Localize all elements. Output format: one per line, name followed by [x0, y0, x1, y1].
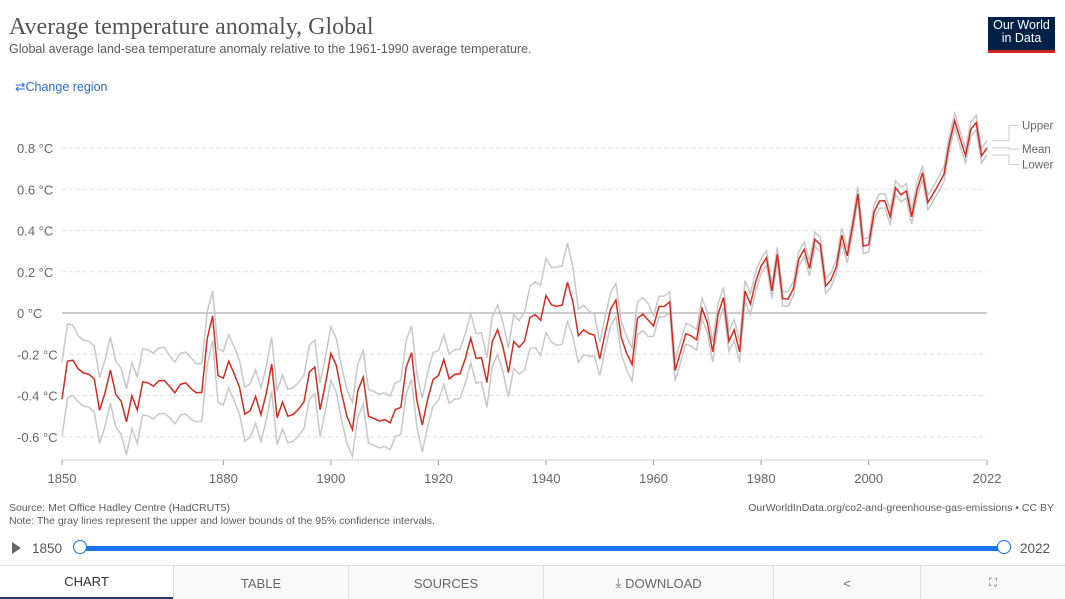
x-tick-label: 1900: [316, 471, 345, 486]
tab-label: SOURCES: [413, 575, 479, 591]
timeline-slider-track[interactable]: [80, 546, 1004, 551]
share-icon: <: [843, 575, 851, 591]
logo-accent-bar: [988, 50, 1055, 53]
series-upper-line: [61, 110, 988, 406]
download-icon: ⤓: [615, 575, 622, 590]
fullscreen-button[interactable]: ⛶: [920, 566, 1065, 599]
y-tick-label: -0.6 °C: [17, 430, 58, 445]
tab-chart[interactable]: CHART: [0, 566, 173, 599]
share-button[interactable]: <: [773, 566, 920, 599]
tab-bar: CHART TABLE SOURCES ⤓ DOWNLOAD < ⛶: [0, 565, 1065, 599]
series-mean-line: [61, 117, 988, 433]
tab-label: TABLE: [240, 575, 282, 591]
y-tick-label: 0 °C: [17, 306, 42, 321]
tab-table[interactable]: TABLE: [173, 566, 348, 599]
y-tick-label: 0.6 °C: [17, 182, 53, 197]
timeline-end-label: 2022: [1020, 541, 1051, 556]
legend-connector: [992, 154, 1019, 165]
tab-label: DOWNLOAD: [625, 575, 702, 591]
change-region-label: Change region: [25, 80, 108, 94]
chart-subtitle: Global average land-sea temperature anom…: [9, 42, 532, 56]
tab-download[interactable]: ⤓ DOWNLOAD: [543, 566, 773, 599]
source-text[interactable]: Source: Met Office Hadley Centre (HadCRU…: [9, 502, 230, 514]
y-tick-label: 0.4 °C: [17, 224, 53, 239]
x-tick-label: 1920: [424, 471, 453, 486]
change-region-button[interactable]: ⇄Change region: [15, 79, 108, 94]
x-tick-label: 2000: [854, 471, 883, 486]
swap-arrows-icon: ⇄: [15, 80, 26, 94]
tab-sources[interactable]: SOURCES: [348, 566, 543, 599]
chart-url-link[interactable]: OurWorldInData.org/co2-and-greenhouse-ga…: [748, 502, 1054, 514]
series-lower-line: [61, 124, 988, 460]
tab-label: CHART: [64, 574, 109, 589]
x-tick-label: 1960: [639, 471, 668, 486]
fullscreen-icon: ⛶: [989, 576, 997, 589]
y-tick-label: -0.4 °C: [17, 389, 58, 404]
legend-connector: [992, 124, 1019, 142]
timeline-start-handle[interactable]: [73, 540, 87, 554]
x-tick-label: 1940: [532, 471, 561, 486]
y-tick-label: 0.2 °C: [17, 265, 53, 280]
legend-label-upper: Upper: [1022, 120, 1053, 132]
note-text: Note: The gray lines represent the upper…: [9, 515, 435, 527]
y-tick-label: 0.8 °C: [17, 141, 53, 156]
legend-connector: [992, 147, 1019, 150]
line-chart: -0.6 °C -0.4 °C -0.2 °C 0 °C 0.2 °C 0.4 °C 0.6…: [17, 110, 1053, 486]
chart-title: Average temperature anomaly, Global: [9, 14, 374, 40]
play-icon[interactable]: [12, 542, 21, 554]
y-tick-label: -0.2 °C: [17, 347, 58, 362]
timeline-end-handle[interactable]: [997, 540, 1011, 554]
legend-label-mean: Mean: [1022, 144, 1051, 156]
x-tick-label: 1880: [209, 471, 238, 486]
owid-logo[interactable]: Our World in Data: [988, 17, 1055, 52]
timeline-start-label: 1850: [32, 541, 63, 556]
x-tick-label: 2022: [973, 471, 1002, 486]
x-tick-label: 1850: [48, 471, 77, 486]
legend-label-lower: Lower: [1022, 159, 1053, 171]
x-tick-label: 1980: [747, 471, 776, 486]
